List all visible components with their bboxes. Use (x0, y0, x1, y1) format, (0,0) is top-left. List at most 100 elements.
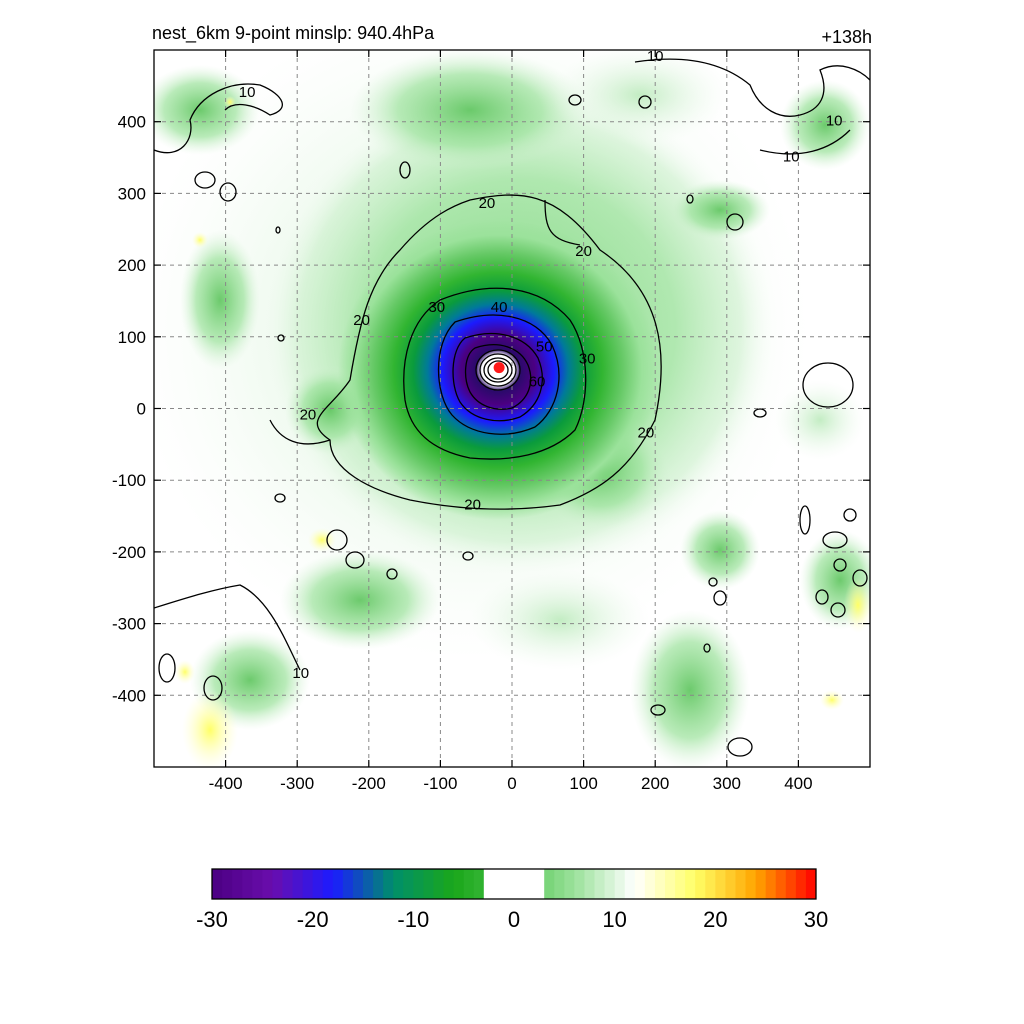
colorbar-box (292, 869, 304, 899)
colorbar-box (624, 869, 636, 899)
colorbar-box (765, 869, 777, 899)
contour-label: 50 (536, 339, 553, 356)
colorbar-box (785, 869, 797, 899)
colorbar-box (705, 869, 716, 899)
contour-label: 60 (529, 374, 546, 391)
colorbar-box (232, 869, 243, 899)
contour-10-ne (634, 58, 870, 117)
colorbar-box (564, 869, 575, 899)
colorbar-box (222, 869, 233, 899)
colorbar-labels: -30 -20 -10 0 10 20 30 (196, 907, 828, 932)
colorbar-box (463, 869, 475, 899)
contour-label: 40 (491, 299, 508, 316)
colorbar-box (614, 869, 626, 899)
colorbar-box (493, 869, 505, 899)
colorbar-box (393, 869, 404, 899)
y-tick-label: -300 (112, 615, 146, 634)
colorbar-box (544, 869, 555, 899)
colorbar-box (373, 869, 384, 899)
contour-label: 20 (353, 312, 370, 329)
x-tick-label: -400 (209, 774, 243, 793)
colorbar-box (212, 869, 223, 899)
colorbar-box (604, 869, 616, 899)
contour-label: 30 (579, 351, 596, 368)
colorbar-box (775, 869, 787, 899)
colorbar-box (503, 869, 515, 899)
x-tick-label: 400 (784, 774, 812, 793)
colorbar-box (654, 869, 666, 899)
x-tick-label: 0 (507, 774, 516, 793)
colorbar-box (423, 869, 434, 899)
colorbar-box (695, 869, 706, 899)
colorbar-box (242, 869, 253, 899)
y-tick-label: 100 (118, 328, 146, 347)
colorbar-boxes (212, 869, 817, 899)
x-tick-label: -100 (423, 774, 457, 793)
x-tick-label: 300 (713, 774, 741, 793)
colorbar-tick-label: 20 (703, 907, 727, 932)
contour-30 (403, 287, 587, 460)
colorbar-box (574, 869, 585, 899)
colorbar-box (282, 869, 294, 899)
colorbar-box (745, 869, 757, 899)
colorbar: -30 -20 -10 0 10 20 30 (196, 868, 828, 932)
y-tick-label: -400 (112, 686, 146, 705)
contour-10-sw (154, 584, 301, 671)
y-tick-label: -100 (112, 471, 146, 490)
colorbar-frame (211, 868, 817, 900)
contour-50 (452, 332, 543, 422)
colorbar-box (805, 869, 817, 899)
y-tick-label: 200 (118, 256, 146, 275)
colorbar-box (594, 869, 606, 899)
colorbar-box (644, 869, 656, 899)
colorbar-box (322, 869, 334, 899)
y-axis: 400 300 200 100 0 -100 -200 -300 -400 (112, 113, 870, 705)
colorbar-tick-label: -10 (397, 907, 429, 932)
contour-label: 20 (575, 243, 592, 260)
contour-10-nw (154, 83, 283, 154)
colorbar-tick-label: 10 (602, 907, 626, 932)
colorbar-box (342, 869, 354, 899)
y-tick-label: 400 (118, 113, 146, 132)
contour-label: 10 (292, 665, 309, 682)
colorbar-tick-label: -20 (297, 907, 329, 932)
colorbar-box (735, 869, 747, 899)
colorbar-tick-label: -30 (196, 907, 228, 932)
colorbar-box (453, 869, 465, 899)
contour-lines (154, 58, 870, 757)
contour-60 (464, 344, 532, 410)
contour-20-w (269, 419, 331, 445)
colorbar-box (715, 869, 726, 899)
contour-20 (316, 194, 662, 510)
contour-label: 20 (638, 425, 655, 442)
colorbar-tick-label: 0 (508, 907, 520, 932)
colorbar-box (433, 869, 445, 899)
y-tick-label: -200 (112, 543, 146, 562)
contour-label: 20 (300, 407, 317, 424)
chart-title: nest_6km 9-point minslp: 940.4hPa (152, 23, 435, 44)
colorbar-box (443, 869, 455, 899)
colorbar-box (302, 869, 314, 899)
contour-label: 10 (239, 84, 256, 101)
colorbar-box (534, 869, 545, 899)
y-tick-label: 300 (118, 184, 146, 203)
contour-label: 20 (479, 195, 496, 212)
colorbar-box (403, 869, 414, 899)
colorbar-box (725, 869, 736, 899)
colorbar-box (675, 869, 686, 899)
x-tick-label: 100 (569, 774, 597, 793)
x-axis: -400 -300 -200 -100 0 100 200 300 400 (209, 50, 813, 793)
contour-20-e (544, 199, 581, 246)
colorbar-box (634, 869, 646, 899)
colorbar-box (312, 869, 324, 899)
colorbar-box (413, 869, 424, 899)
x-tick-label: 200 (641, 774, 669, 793)
colorbar-box (584, 869, 596, 899)
y-tick-label: 0 (137, 400, 146, 419)
contour-label: 30 (428, 299, 445, 316)
colorbar-box (755, 869, 767, 899)
colorbar-box (795, 869, 807, 899)
colorbar-box (483, 869, 495, 899)
colorbar-box (383, 869, 394, 899)
